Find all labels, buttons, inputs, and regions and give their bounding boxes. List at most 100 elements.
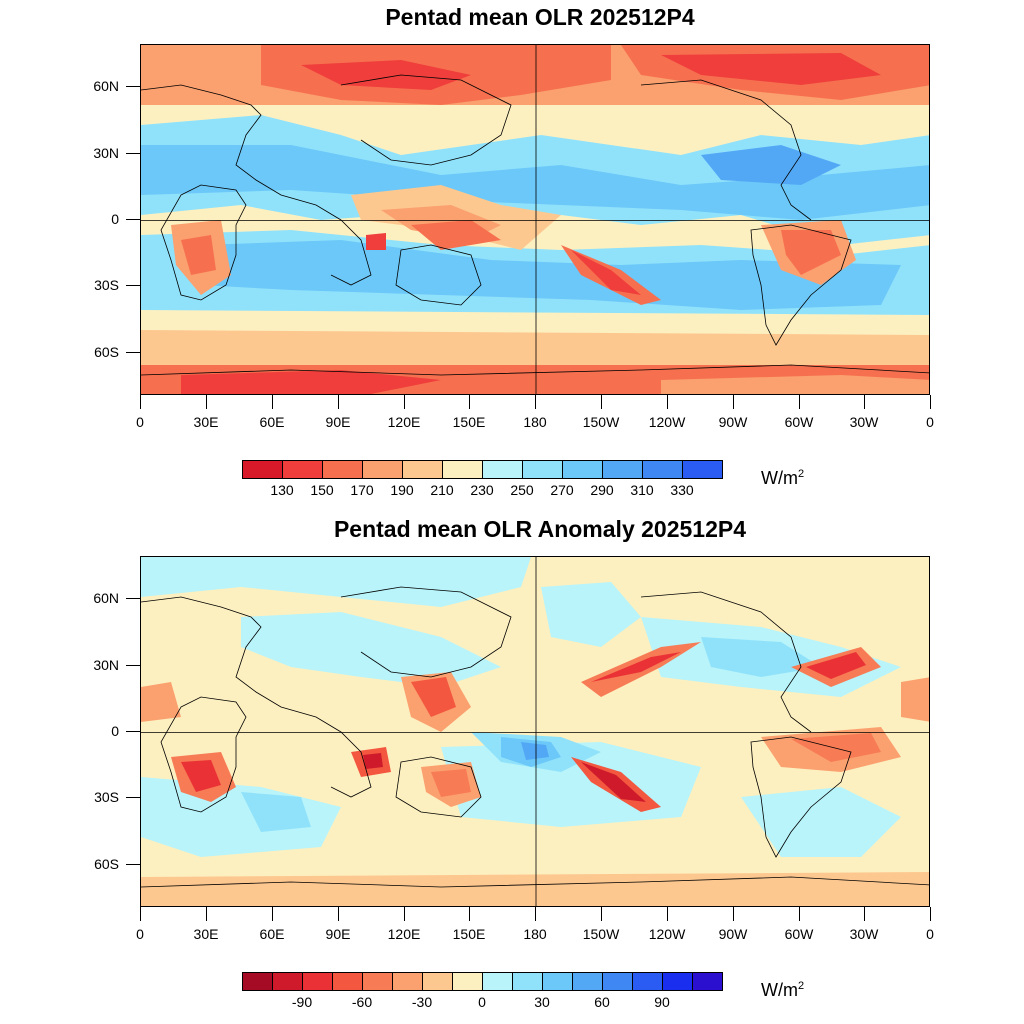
lat-label: 30N — [93, 657, 119, 673]
lon-label: 0 — [926, 414, 934, 430]
colorbar-swatch — [423, 973, 453, 990]
olr-mean-field — [141, 45, 929, 394]
colorbar-label: -60 — [351, 994, 373, 1010]
lon-label: 30W — [849, 926, 879, 942]
lon-tick — [601, 907, 602, 921]
lon-tick — [272, 907, 273, 921]
olr-anomaly-field — [141, 557, 929, 906]
lon-label: 90W — [718, 926, 748, 942]
lat-tick — [126, 598, 140, 599]
olr-mean-map-panel: Pentad mean OLR 202512P4 — [93, 4, 934, 498]
lon-tick — [864, 395, 865, 409]
colorbar-swatch — [483, 973, 513, 990]
lat-label: 0 — [111, 723, 119, 739]
olr-anomaly-colorbar — [242, 972, 723, 991]
lon-tick — [140, 907, 141, 921]
lon-tick — [140, 395, 141, 409]
lon-tick — [930, 907, 931, 921]
units-label: W/m2 — [761, 468, 805, 488]
colorbar-swatch — [273, 973, 303, 990]
lat-label: 60N — [93, 590, 119, 606]
lat-tick — [126, 797, 140, 798]
colorbar-swatch — [393, 973, 423, 990]
lon-label: 90E — [325, 414, 351, 430]
lon-tick — [338, 395, 339, 409]
colorbar-swatch — [483, 461, 523, 478]
colorbar-label: 60 — [594, 994, 610, 1010]
colorbar-swatch — [283, 461, 323, 478]
lon-tick — [667, 907, 668, 921]
lat-label: 0 — [111, 211, 119, 227]
colorbar-swatch — [523, 461, 563, 478]
colorbar-swatch — [543, 973, 573, 990]
lon-label: 120W — [648, 926, 686, 942]
colorbar-swatch — [693, 973, 722, 990]
units-label: W/m2 — [761, 980, 805, 1000]
lat-tick — [126, 731, 140, 732]
colorbar-swatch — [243, 973, 273, 990]
lon-tick — [535, 395, 536, 409]
colorbar-swatch — [363, 461, 403, 478]
olr-anomaly-map-plot — [140, 556, 930, 907]
colorbar-label: 270 — [550, 482, 574, 498]
colorbar-label: 30 — [534, 994, 550, 1010]
lon-label: 180 — [523, 926, 547, 942]
lon-label: 150E — [452, 926, 486, 942]
colorbar-label: 250 — [510, 482, 534, 498]
colorbar-label: 150 — [310, 482, 334, 498]
colorbar-label: 330 — [670, 482, 694, 498]
lon-tick — [930, 395, 931, 409]
colorbar-swatch — [243, 461, 283, 478]
lon-tick — [799, 395, 800, 409]
lon-tick — [206, 395, 207, 409]
colorbar-swatch — [563, 461, 603, 478]
lat-tick — [126, 864, 140, 865]
lon-label: 150W — [582, 926, 620, 942]
lon-label: 60W — [784, 926, 814, 942]
colorbar-swatch — [603, 461, 643, 478]
colorbar-swatch — [663, 973, 693, 990]
lat-tick — [126, 352, 140, 353]
lat-tick — [126, 86, 140, 87]
olr-colorbar — [242, 460, 723, 479]
lat-label: 30N — [93, 145, 119, 161]
colorbar-swatch — [323, 461, 363, 478]
lon-label: 60W — [784, 414, 814, 430]
lat-tick — [126, 219, 140, 220]
lon-label: 60E — [259, 926, 285, 942]
lon-label: 90E — [325, 926, 351, 942]
lon-tick — [469, 395, 470, 409]
colorbar-swatch — [443, 461, 483, 478]
colorbar-swatch — [643, 461, 683, 478]
lon-label: 120E — [387, 926, 421, 942]
olr-anomaly-map-panel: Pentad mean OLR Anomaly 202512P4 — [0, 512, 1024, 1024]
lon-tick — [206, 907, 207, 921]
colorbar-label: 190 — [390, 482, 414, 498]
colorbar-label: 230 — [470, 482, 494, 498]
lon-tick — [601, 395, 602, 409]
lat-label: 30S — [94, 789, 119, 805]
lat-label: 60N — [93, 78, 119, 94]
colorbar-label: -30 — [411, 994, 433, 1010]
colorbar-swatch — [303, 973, 333, 990]
lon-label: 60E — [259, 414, 285, 430]
lon-tick — [404, 395, 405, 409]
lat-label: 30S — [94, 277, 119, 293]
lon-label: 90W — [718, 414, 748, 430]
colorbar-swatch — [573, 973, 603, 990]
colorbar-swatch — [603, 973, 633, 990]
colorbar-swatch — [333, 973, 363, 990]
lon-label: 150E — [452, 414, 486, 430]
lon-label: 120E — [387, 414, 421, 430]
lon-tick — [733, 395, 734, 409]
colorbar-label: 130 — [270, 482, 294, 498]
lon-label: 0 — [136, 414, 144, 430]
lon-tick — [864, 907, 865, 921]
lat-tick — [126, 665, 140, 666]
colorbar-label: 210 — [430, 482, 454, 498]
lon-tick — [404, 907, 405, 921]
colorbar-swatch — [453, 973, 483, 990]
colorbar-label: 0 — [478, 994, 486, 1010]
colorbar-swatch — [633, 973, 663, 990]
lon-tick — [535, 907, 536, 921]
